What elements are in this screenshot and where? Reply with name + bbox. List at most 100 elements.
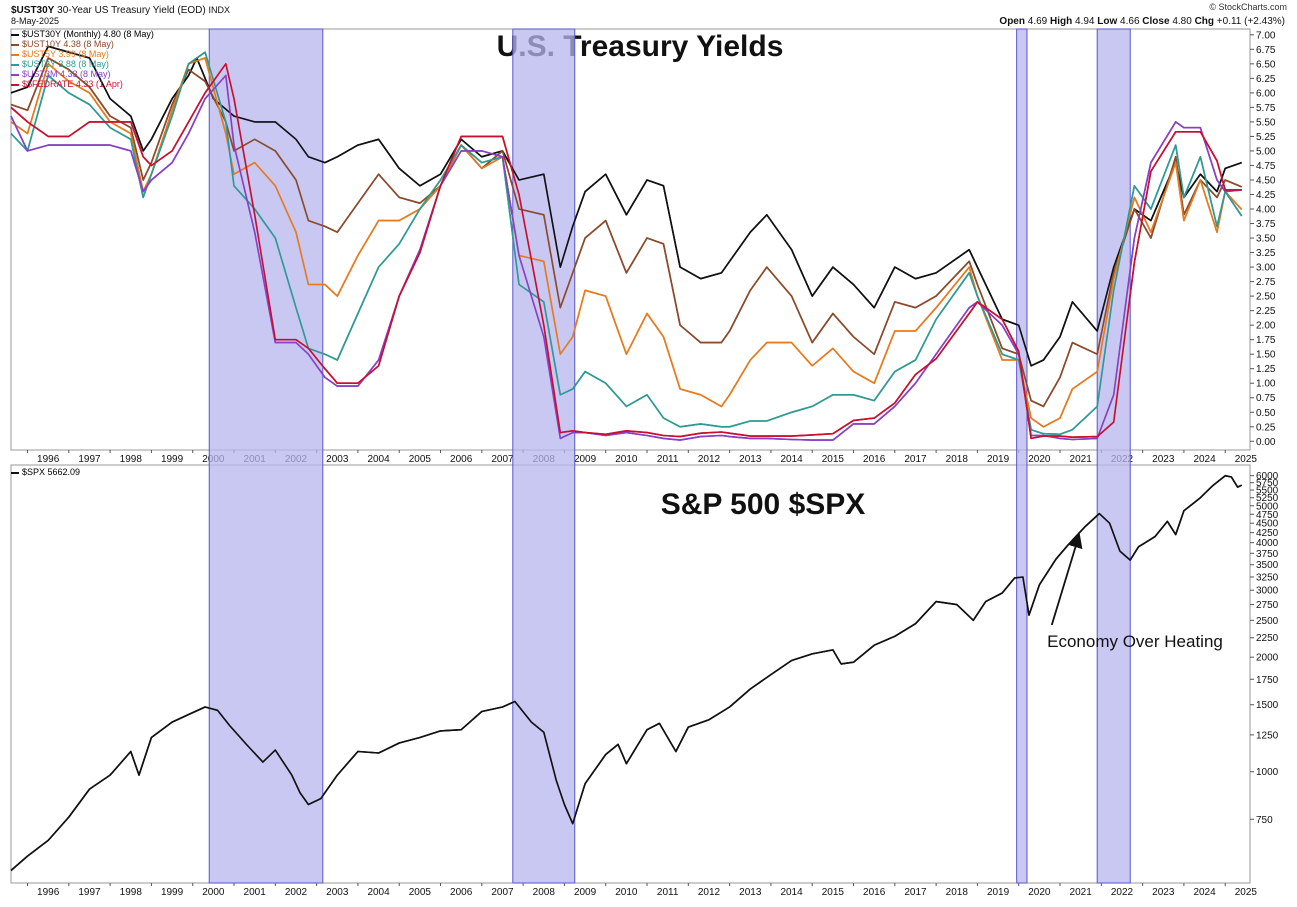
yield-x-tick-label: 2018 <box>946 454 969 465</box>
chg-label: Chg <box>1194 16 1215 27</box>
spx-y-tick-label: 3750 <box>1256 549 1279 560</box>
yield-y-tick-label: 1.00 <box>1256 379 1276 390</box>
yield-x-tick-label: 2025 <box>1235 454 1258 465</box>
symbol: $UST30Y <box>11 5 55 16</box>
spx-x-tick-label: 1999 <box>161 887 184 898</box>
spx-chart-title: S&P 500 $SPX <box>661 488 866 521</box>
yield-y-tick-label: 3.50 <box>1256 234 1276 245</box>
yield-x-tick-label: 2016 <box>863 454 886 465</box>
spx-y-tick-label: 5750 <box>1256 478 1279 489</box>
legend-item-ust3m: $UST3M 4.33 (8 May) <box>11 69 154 79</box>
legend-swatch <box>11 43 19 46</box>
low-value: 4.66 <box>1120 16 1140 27</box>
yield-y-tick-label: 4.75 <box>1256 161 1276 172</box>
high-value: 4.94 <box>1075 16 1095 27</box>
yield-x-tick-label: 1998 <box>120 454 143 465</box>
yield-y-tick-label: 5.00 <box>1256 146 1276 157</box>
chart-date: 8-May-2025 <box>11 16 60 26</box>
yield-x-tick-label: 2019 <box>987 454 1010 465</box>
yield-y-tick-label: 2.25 <box>1256 306 1276 317</box>
spx-legend-label: $SPX 5662.09 <box>22 467 81 477</box>
legend-swatch <box>11 53 19 56</box>
yield-x-tick-label: 2015 <box>822 454 845 465</box>
yield-y-tick-label: 5.25 <box>1256 132 1276 143</box>
spx-x-tick-label: 2001 <box>244 887 267 898</box>
spx-y-tick-label: 1750 <box>1256 675 1279 686</box>
yield-series-line-ust2y <box>10 51 1243 436</box>
yield-x-tick-label: 2007 <box>491 454 514 465</box>
spx-y-tick-label: 1500 <box>1256 700 1279 711</box>
spx-x-tick-label: 2017 <box>904 887 927 898</box>
legend-item-ust5y: $UST5Y 3.99 (8 May) <box>11 49 154 59</box>
spx-x-tick-label: 2003 <box>326 887 349 898</box>
close-value: 4.80 <box>1172 16 1192 27</box>
spx-x-tick-label: 2018 <box>946 887 969 898</box>
spx-y-tick-label: 4500 <box>1256 519 1279 530</box>
recession-band <box>1096 28 1131 884</box>
spx-x-tick-label: 1996 <box>37 887 60 898</box>
spx-x-tick-label: 2011 <box>657 887 679 898</box>
spx-series-line-spx <box>10 474 1243 872</box>
yield-y-tick-label: 0.50 <box>1256 408 1276 419</box>
spx-x-tick-label: 1998 <box>120 887 143 898</box>
spx-y-tick-label: 4000 <box>1256 538 1279 549</box>
yield-x-tick-label: 1997 <box>78 454 101 465</box>
spx-y-tick-label: 1250 <box>1256 730 1279 741</box>
spx-x-tick-label: 1997 <box>78 887 101 898</box>
yield-y-tick-label: 1.50 <box>1256 350 1276 361</box>
spx-x-tick-label: 2005 <box>409 887 432 898</box>
chart-title-line: $UST30Y 30-Year US Treasury Yield (EOD) … <box>11 5 230 16</box>
yield-y-tick-label: 6.75 <box>1256 45 1276 56</box>
exchange: INDX <box>208 5 231 15</box>
yield-x-tick-label: 2013 <box>739 454 762 465</box>
recession-band <box>208 28 324 884</box>
spx-x-tick-label: 2000 <box>202 887 225 898</box>
yield-y-tick-label: 7.00 <box>1256 30 1276 41</box>
spx-x-tick-label: 2019 <box>987 887 1010 898</box>
spx-y-tick-label: 2000 <box>1256 653 1279 664</box>
spx-y-tick-label: 5250 <box>1256 493 1279 504</box>
yield-x-tick-label: 2011 <box>657 454 679 465</box>
stockcharts-watermark: © StockCharts.com <box>1209 2 1287 12</box>
low-label: Low <box>1097 16 1118 27</box>
yield-series-line-ust10y <box>10 57 1243 408</box>
spx-y-tick-label: 2250 <box>1256 633 1279 644</box>
yield-x-tick-label: 2021 <box>1070 454 1093 465</box>
yield-series-line-ust30y <box>10 45 1242 367</box>
yield-series-line-ust3m <box>10 74 1242 441</box>
spx-x-tick-label: 2002 <box>285 887 308 898</box>
yield-y-tick-label: 4.25 <box>1256 190 1276 201</box>
legend-swatch <box>11 63 19 66</box>
close-label: Close <box>1142 16 1170 27</box>
recession-band <box>1016 28 1028 884</box>
spx-x-tick-label: 2015 <box>822 887 845 898</box>
spx-x-tick-label: 2020 <box>1028 887 1051 898</box>
yield-y-tick-label: 2.50 <box>1256 292 1276 303</box>
yield-x-tick-label: 2024 <box>1193 454 1216 465</box>
spx-y-tick-label: 1000 <box>1256 767 1279 778</box>
yield-y-tick-label: 3.00 <box>1256 263 1276 274</box>
spx-y-tick-label: 2500 <box>1256 616 1279 627</box>
yield-x-tick-label: 2004 <box>367 454 390 465</box>
yield-y-tick-label: 2.75 <box>1256 277 1276 288</box>
spx-y-tick-label: 3000 <box>1256 586 1279 597</box>
yield-x-tick-label: 2006 <box>450 454 473 465</box>
spx-y-tick-label: 4750 <box>1256 510 1279 521</box>
spx-x-tick-label: 2012 <box>698 887 721 898</box>
yield-y-tick-label: 5.75 <box>1256 103 1276 114</box>
spx-plot-area <box>10 464 1251 884</box>
yield-x-tick-label: 2003 <box>326 454 349 465</box>
spx-y-tick-label: 4250 <box>1256 528 1279 539</box>
legend-item-ust30y: $UST30Y (Monthly) 4.80 (8 May) <box>11 29 154 39</box>
spx-x-tick-label: 2009 <box>574 887 597 898</box>
legend-swatch <box>11 471 19 474</box>
open-value: 4.69 <box>1027 16 1048 27</box>
legend-label: $UST5Y 3.99 (8 May) <box>22 49 109 59</box>
spx-x-tick-label: 2007 <box>491 887 514 898</box>
legend-swatch <box>11 73 19 76</box>
symbol-name: 30-Year US Treasury Yield (EOD) <box>57 5 206 16</box>
yield-y-tick-label: 0.75 <box>1256 393 1276 404</box>
spx-y-tick-label: 5000 <box>1256 501 1279 512</box>
yield-series-line-fedrate <box>10 63 1242 440</box>
